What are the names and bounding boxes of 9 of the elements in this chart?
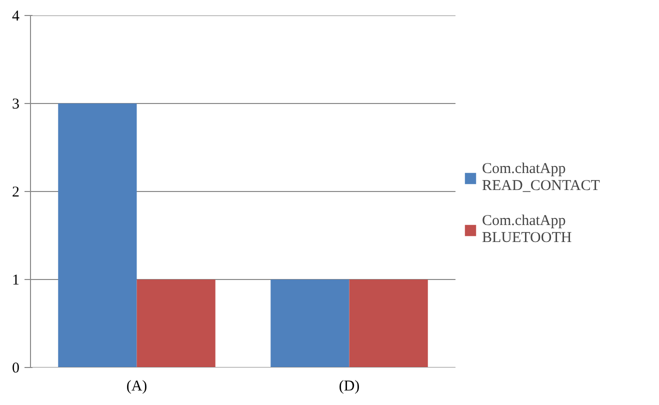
y-tick-label: 4 bbox=[12, 8, 20, 24]
legend-label: Com.chatApp READ_CONTACT bbox=[482, 161, 600, 195]
y-tick-label: 0 bbox=[12, 360, 20, 376]
x-tick-label: (D) bbox=[338, 378, 360, 394]
legend-label: Com.chatApp BLUETOOTH bbox=[482, 213, 572, 247]
y-tick-label: 2 bbox=[12, 184, 20, 200]
x-tick-label: (A) bbox=[126, 378, 148, 394]
y-tick-label: 3 bbox=[12, 96, 20, 112]
y-tick-label: 1 bbox=[12, 272, 20, 288]
